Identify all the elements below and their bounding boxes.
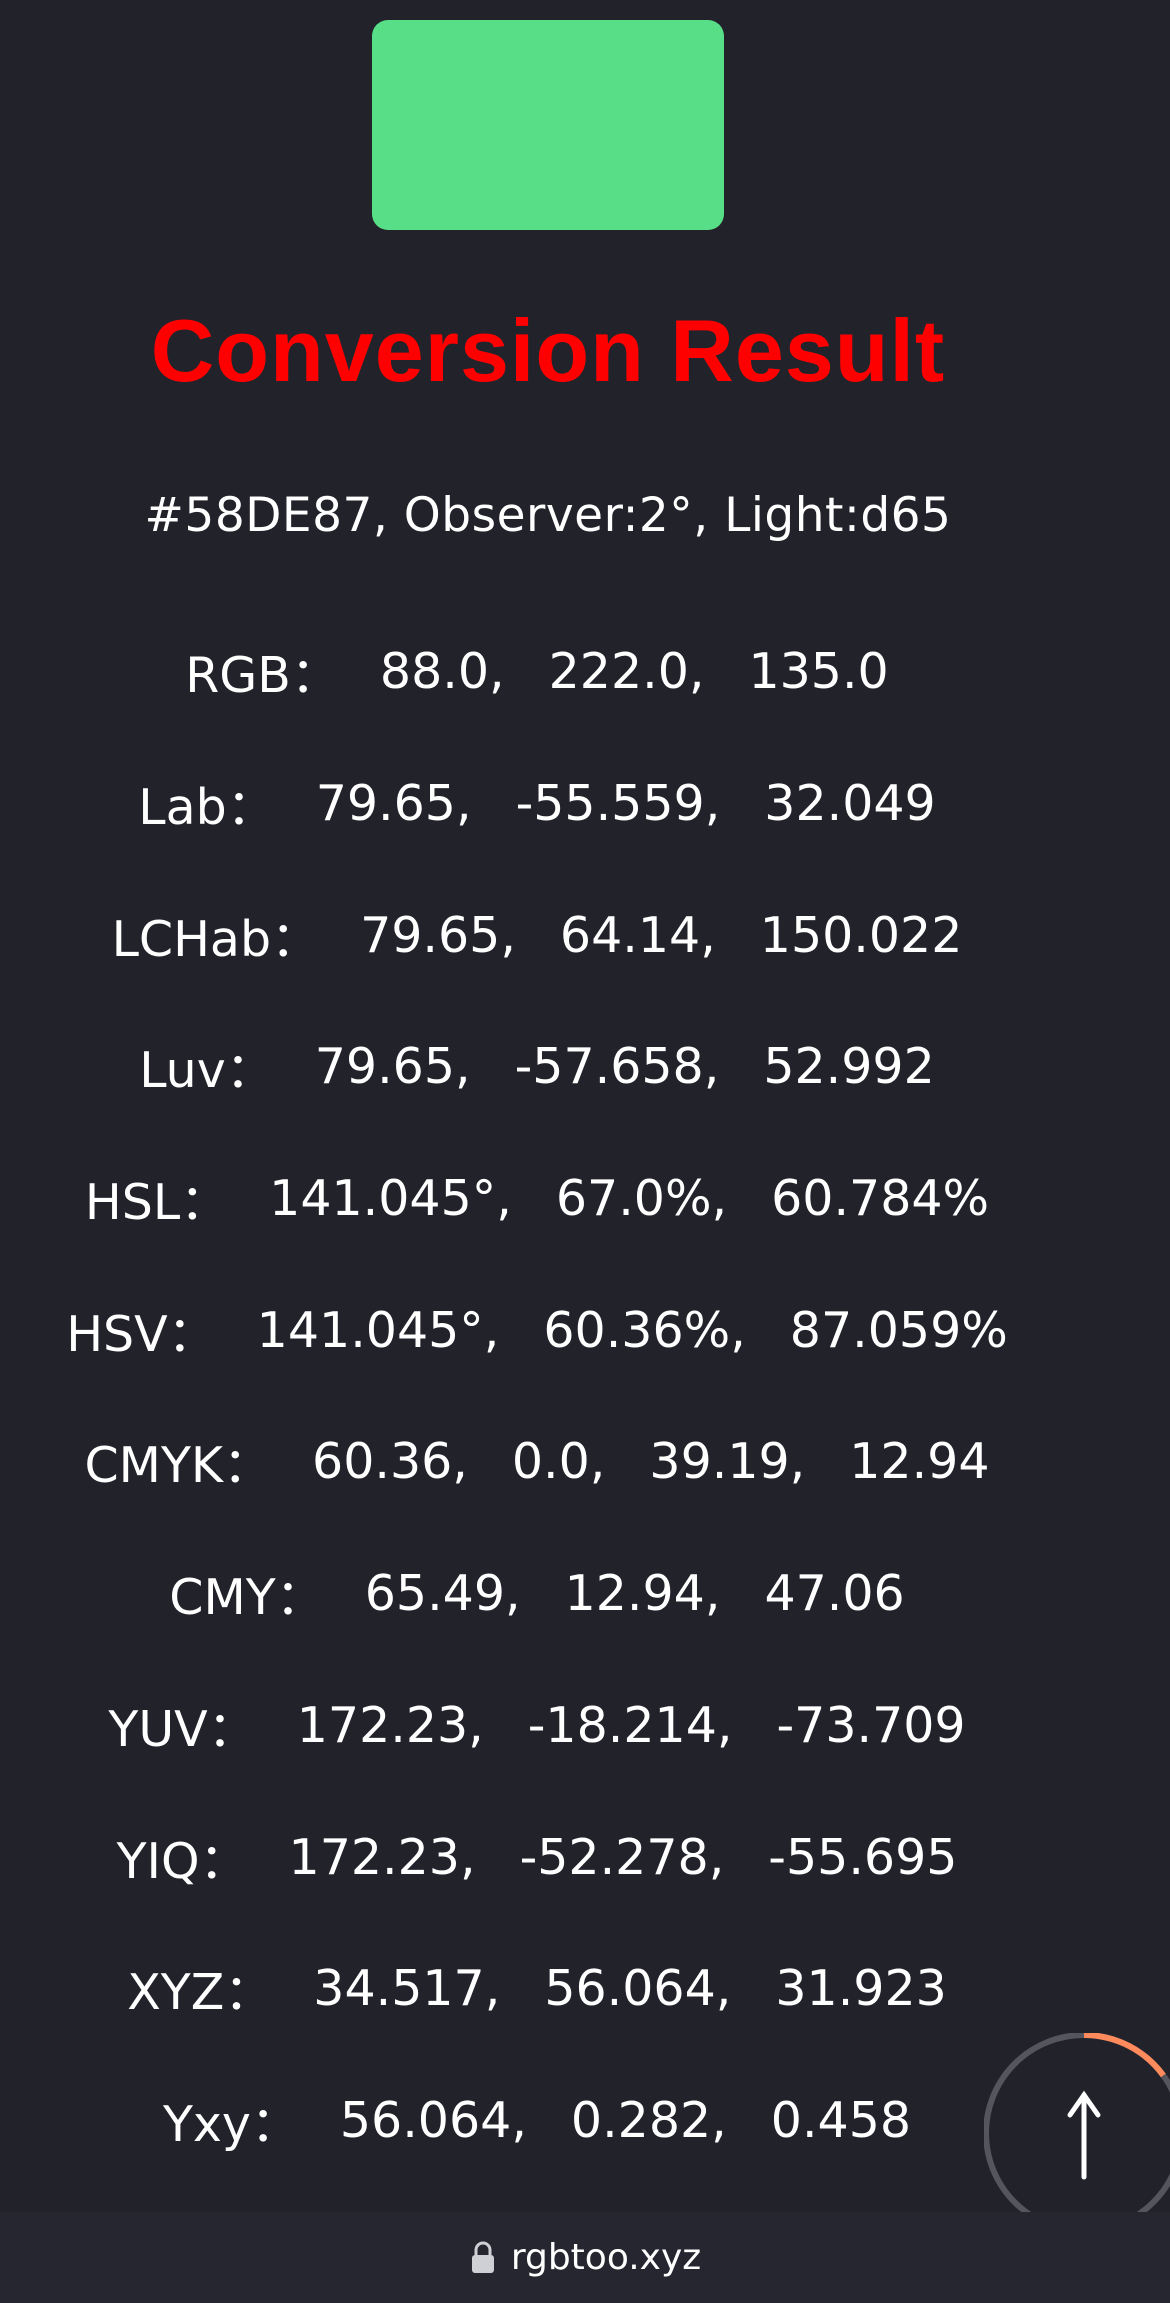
conversion-value: 39.19, (649, 1433, 806, 1491)
conversion-value: 0.282, (570, 2091, 727, 2149)
conversion-label: Yxy： (162, 2095, 300, 2153)
conversion-value: 12.94, (564, 1565, 721, 1623)
url-text: rgbtoo.xyz (510, 2237, 702, 2278)
conversion-row: RGB： 88.0, 222.0, 135.0 (0, 606, 1096, 738)
conversion-label: HSL： (84, 1174, 230, 1232)
lock-icon (471, 2241, 494, 2273)
conversion-value: 65.49, (364, 1565, 521, 1623)
conversion-value: 64.14, (559, 906, 716, 964)
conversion-value: -55.695 (768, 1828, 958, 1886)
conversion-row: Luv： 79.65, -57.658, 52.992 (0, 1001, 1096, 1133)
conversion-value: -57.658, (514, 1038, 720, 1096)
color-swatch (372, 20, 724, 230)
conversion-label: Lab： (138, 779, 276, 837)
conversion-value: 79.65, (314, 1038, 471, 1096)
conversion-value: 222.0, (548, 643, 705, 701)
conversion-value: 172.23, (288, 1828, 476, 1886)
conversion-label: Luv： (139, 1042, 275, 1100)
conversion-row: CMY： 65.49, 12.94, 47.06 (0, 1528, 1096, 1660)
conversion-summary: #58DE87, Observer:2°, Light:d65 (144, 488, 952, 543)
arrow-up-icon (1067, 2090, 1101, 2180)
conversion-value: 60.36%, (543, 1301, 746, 1359)
conversion-value: 32.049 (764, 775, 936, 833)
conversion-value: 67.0%, (555, 1170, 728, 1228)
conversion-value: 0.458 (770, 2091, 912, 2149)
conversion-row: YIQ： 172.23, -52.278, -55.695 (0, 1791, 1096, 1923)
conversion-row: CMYK： 60.36, 0.0, 39.19, 12.94 (0, 1396, 1096, 1528)
conversion-label: CMY： (169, 1569, 325, 1627)
scroll-progress-ring (984, 2033, 1170, 2234)
conversion-row: HSV： 141.045°, 60.36%, 87.059% (0, 1264, 1096, 1396)
conversion-value: 79.65, (360, 906, 516, 964)
conversion-value: 0.0, (511, 1433, 606, 1491)
conversion-value: 56.064, (339, 2091, 527, 2149)
conversion-results-list: RGB： 88.0, 222.0, 135.0 Lab： 79.65, -55.559, 32… (0, 606, 1096, 2186)
conversion-value: 47.06 (764, 1565, 905, 1623)
conversion-row: YUV： 172.23, -18.214, -73.709 (0, 1660, 1096, 1792)
conversion-value: 34.517, (313, 1960, 501, 2018)
browser-address-bar[interactable]: rgbtoo.xyz (0, 2212, 1170, 2303)
conversion-label: RGB： (185, 647, 340, 705)
conversion-label: HSV： (66, 1305, 217, 1363)
scroll-progress-track (984, 2033, 1170, 2234)
conversion-value: 60.36, (312, 1433, 468, 1491)
conversion-label: YUV： (108, 1700, 257, 1758)
conversion-row: Lab： 79.65, -55.559, 32.049 (0, 738, 1096, 870)
conversion-value: 150.022 (759, 906, 963, 964)
conversion-value: -55.559, (515, 775, 721, 833)
conversion-row: HSL： 141.045°, 67.0%, 60.784% (0, 1133, 1096, 1265)
conversion-value: 60.784% (771, 1170, 990, 1228)
conversion-value: 52.992 (763, 1038, 935, 1096)
conversion-label: YIQ： (116, 1832, 249, 1890)
conversion-value: -73.709 (776, 1696, 966, 1754)
conversion-row: Yxy： 56.064, 0.282, 0.458 (0, 2055, 1096, 2187)
conversion-value: 56.064, (544, 1960, 732, 2018)
conversion-value: 88.0, (379, 643, 505, 701)
conversion-value: 135.0 (748, 643, 889, 701)
conversion-label: LCHab： (111, 910, 321, 968)
conversion-row: XYZ： 34.517, 56.064, 31.923 (0, 1923, 1096, 2055)
page-title: Conversion Result (150, 301, 946, 400)
conversion-label: CMYK： (84, 1437, 273, 1495)
conversion-value: 79.65, (315, 775, 472, 833)
conversion-value: 141.045°, (269, 1170, 512, 1228)
conversion-label: XYZ： (127, 1964, 274, 2022)
conversion-value: 87.059% (789, 1301, 1008, 1359)
conversion-row: LCHab： 79.65, 64.14, 150.022 (0, 869, 1096, 1001)
conversion-value: 31.923 (775, 1960, 947, 2018)
conversion-value: 141.045°, (256, 1301, 500, 1359)
conversion-value: -52.278, (519, 1828, 725, 1886)
conversion-value: 172.23, (296, 1696, 484, 1754)
conversion-value: 12.94 (849, 1433, 990, 1491)
conversion-value: -18.214, (527, 1696, 733, 1754)
